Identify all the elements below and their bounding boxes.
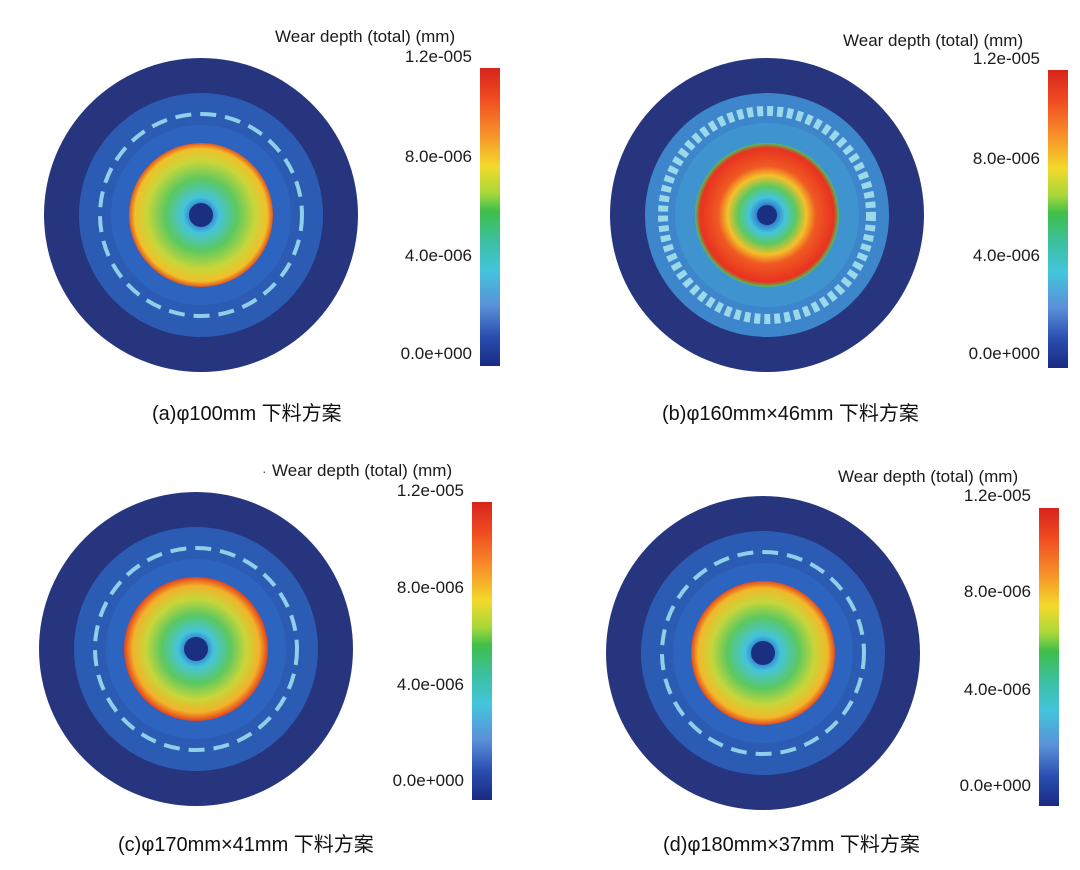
disc-center — [757, 205, 777, 225]
tick-zero: 0.0e+000 — [400, 344, 472, 363]
tick-4e-6: 4.0e-006 — [396, 675, 464, 694]
caption-d: (d)φ180mm×37mm 下料方案 — [663, 834, 920, 856]
tick-4e-6: 4.0e-006 — [963, 680, 1031, 699]
tick-max: 1.2e-005 — [963, 486, 1031, 505]
colorbar-title: Wear depth (total) (mm) — [838, 467, 1019, 486]
colorbar-title: Wear depth (total) (mm) — [272, 461, 453, 480]
colorbar — [1048, 70, 1068, 368]
tick-max: 1.2e-005 — [972, 49, 1040, 68]
disc-center — [751, 641, 775, 665]
tick-8e-6: 8.0e-006 — [963, 582, 1031, 601]
caption-b: (b)φ160mm×46mm 下料方案 — [662, 403, 919, 425]
tick-zero: 0.0e+000 — [959, 776, 1031, 795]
stray-mark: · — [262, 463, 267, 479]
tick-8e-6: 8.0e-006 — [404, 147, 472, 166]
tick-max: 1.2e-005 — [396, 481, 464, 500]
caption-a: (a)φ100mm 下料方案 — [152, 403, 342, 425]
disc-light-ring — [660, 550, 866, 756]
tick-4e-6: 4.0e-006 — [972, 246, 1040, 265]
tick-max: 1.2e-005 — [404, 47, 472, 66]
colorbar — [1039, 508, 1059, 806]
tick-zero: 0.0e+000 — [392, 771, 464, 790]
tick-8e-6: 8.0e-006 — [396, 578, 464, 597]
colorbar — [472, 502, 492, 800]
colorbar — [480, 68, 500, 366]
disc-light-ring — [658, 106, 876, 324]
tick-zero: 0.0e+000 — [968, 344, 1040, 363]
colorbar-title: Wear depth (total) (mm) — [275, 27, 456, 46]
tick-4e-6: 4.0e-006 — [404, 246, 472, 265]
disc-center — [184, 637, 208, 661]
disc-light-ring — [93, 546, 299, 752]
colorbar-title: Wear depth (total) (mm) — [843, 31, 1024, 50]
disc-light-ring — [98, 112, 304, 318]
disc-center — [189, 203, 213, 227]
tick-8e-6: 8.0e-006 — [972, 149, 1040, 168]
caption-c: (c)φ170mm×41mm 下料方案 — [118, 834, 374, 856]
